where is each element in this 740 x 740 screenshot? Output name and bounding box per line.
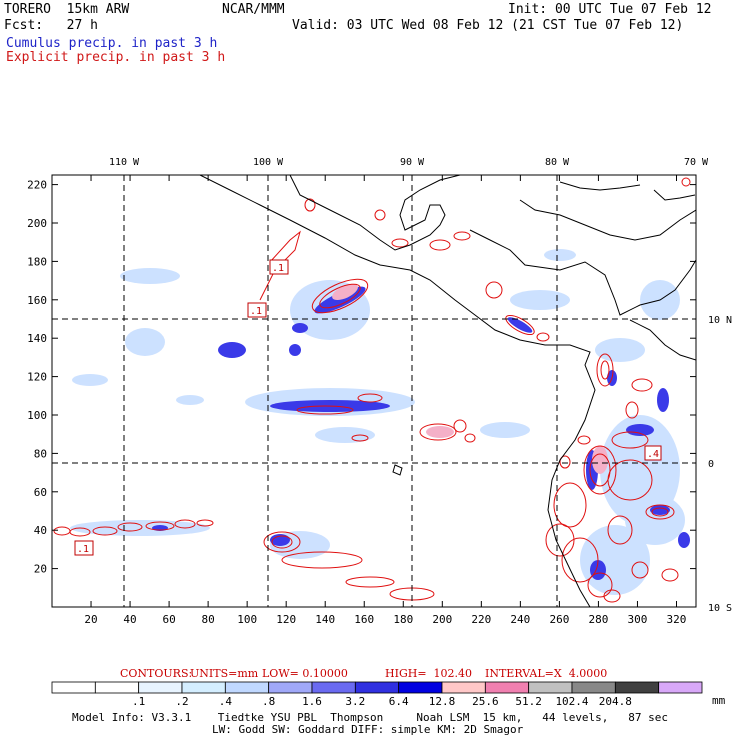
- cumulus-precip-shading: [70, 249, 685, 595]
- x-tick-label: 140: [315, 613, 335, 626]
- colorbar-swatch: [311, 681, 356, 694]
- colorbar-label: 102.4: [555, 695, 588, 708]
- colorbar-label: .2: [175, 695, 188, 708]
- colorbar-swatch: [354, 681, 400, 694]
- colorbar-label: 51.2: [515, 695, 542, 708]
- lat-label: 0: [708, 459, 714, 470]
- forecast-hour: Fcst: 27 h: [4, 18, 98, 33]
- contour-label-4: .4: [647, 449, 659, 460]
- colorbar-label: .4: [219, 695, 233, 708]
- coastlines: [199, 175, 696, 607]
- lon-label: 80 W: [545, 157, 570, 168]
- x-tick-label: 40: [123, 613, 136, 626]
- x-tick-label: 100: [237, 613, 257, 626]
- y-tick-label: 160: [27, 294, 47, 307]
- contour-units: UNITS=mm: [190, 667, 259, 680]
- contour-interval: INTERVAL=X 4.0000: [485, 667, 608, 680]
- x-tick-label: 60: [162, 613, 175, 626]
- lat-lon-grid: [52, 175, 696, 607]
- explicit-precip-contours: [53, 177, 691, 603]
- colorbar-swatch: [614, 681, 660, 694]
- model-title: TORERO 15km ARW: [4, 2, 130, 17]
- x-tick-label: 320: [667, 613, 687, 626]
- contour-label-3: .1: [77, 544, 89, 555]
- model-info: Model Info: V3.3.1 Tiedtke YSU PBL Thomp…: [72, 711, 669, 724]
- contour-label-1: .1: [272, 263, 284, 274]
- y-tick-label: 200: [27, 217, 47, 230]
- explicit-legend: Explicit precip. in past 3 h: [6, 50, 226, 65]
- colorbar-label: .8: [262, 695, 275, 708]
- model-physics: LW: Godd SW: Goddard DIFF: simple KM: 2D…: [212, 723, 524, 736]
- colorbar-swatch: [94, 681, 140, 694]
- colorbar-swatch: [181, 681, 226, 694]
- y-tick-label: 220: [27, 179, 47, 192]
- color-bar: .1 .2 .4 .8 1.6 3.2 6.4 12.8 25.6 51.2 102.4 204.8: [51, 681, 703, 708]
- colorbar-label: 6.4: [389, 695, 409, 708]
- colorbar-label: 1.6: [302, 695, 322, 708]
- contour-label-boxes: .1 .1 .1 .4: [74, 259, 662, 556]
- cumulus-legend: Cumulus precip. in past 3 h: [6, 36, 218, 51]
- colorbar-label: 204.8: [599, 695, 632, 708]
- x-tick-label: 160: [354, 613, 374, 626]
- x-tick-label: 180: [393, 613, 413, 626]
- x-axis-ticks: 20 40 60 80 100 120 140 160 180 200 220 240 260 280 30…: [84, 175, 686, 626]
- lat-label: 10 N: [708, 315, 732, 326]
- longitude-labels: 110 W 100 W 90 W 80 W 70 W: [109, 157, 709, 168]
- colorbar-swatch: [224, 681, 270, 694]
- colorbar-swatch: [484, 681, 530, 694]
- colorbar-label: 3.2: [345, 695, 365, 708]
- explicit-precip-pink: [332, 283, 608, 474]
- x-tick-label: 240: [510, 613, 530, 626]
- valid-time: Valid: 03 UTC Wed 08 Feb 12 (21 CST Tue …: [292, 18, 684, 33]
- x-tick-label: 20: [84, 613, 97, 626]
- org-label: NCAR/MMM: [222, 2, 285, 17]
- y-tick-label: 60: [34, 486, 47, 499]
- colorbar-swatch: [571, 681, 616, 694]
- x-tick-label: 200: [432, 613, 452, 626]
- x-tick-label: 260: [549, 613, 569, 626]
- colorbar-label: .1: [132, 695, 145, 708]
- colorbar-swatch: [528, 681, 573, 694]
- colorbar-swatch: [658, 681, 703, 694]
- lon-label: 110 W: [109, 157, 140, 168]
- y-axis-ticks: 20 40 60 80 100 120 140 160 180 200 220: [27, 179, 696, 576]
- map-frame: [51, 174, 697, 608]
- init-time: Init: 00 UTC Tue 07 Feb 12: [508, 2, 712, 17]
- colorbar-label: 12.8: [429, 695, 456, 708]
- lat-label: 10 S: [708, 603, 732, 614]
- x-tick-label: 220: [471, 613, 491, 626]
- lon-label: 90 W: [400, 157, 425, 168]
- y-tick-label: 20: [34, 563, 47, 576]
- contour-label-2: .1: [250, 306, 262, 317]
- contour-low: LOW= 0.10000: [262, 667, 348, 680]
- x-tick-label: 280: [588, 613, 608, 626]
- colorbar-swatch: [441, 681, 486, 694]
- lon-label: 70 W: [684, 157, 709, 168]
- colorbar-swatch: [51, 681, 96, 694]
- y-tick-label: 40: [34, 524, 47, 537]
- y-tick-label: 80: [34, 447, 47, 460]
- x-tick-label: 80: [201, 613, 214, 626]
- colorbar-unit: mm: [712, 694, 726, 707]
- colorbar-swatch: [138, 681, 183, 694]
- colorbar-swatch: [398, 681, 443, 694]
- y-tick-label: 140: [27, 332, 47, 345]
- latitude-labels: 10 N 0 10 S: [708, 315, 732, 614]
- contour-title: CONTOURS:: [120, 667, 193, 680]
- colorbar-swatch: [268, 681, 313, 694]
- x-tick-label: 120: [276, 613, 296, 626]
- lon-label: 100 W: [253, 157, 284, 168]
- colorbar-label: 25.6: [472, 695, 499, 708]
- contour-high: HIGH= 102.40: [385, 667, 473, 680]
- y-tick-label: 100: [27, 409, 47, 422]
- y-tick-label: 180: [27, 255, 47, 268]
- cumulus-precip-heavy: [152, 286, 690, 580]
- y-tick-label: 120: [27, 371, 47, 384]
- x-tick-label: 300: [628, 613, 648, 626]
